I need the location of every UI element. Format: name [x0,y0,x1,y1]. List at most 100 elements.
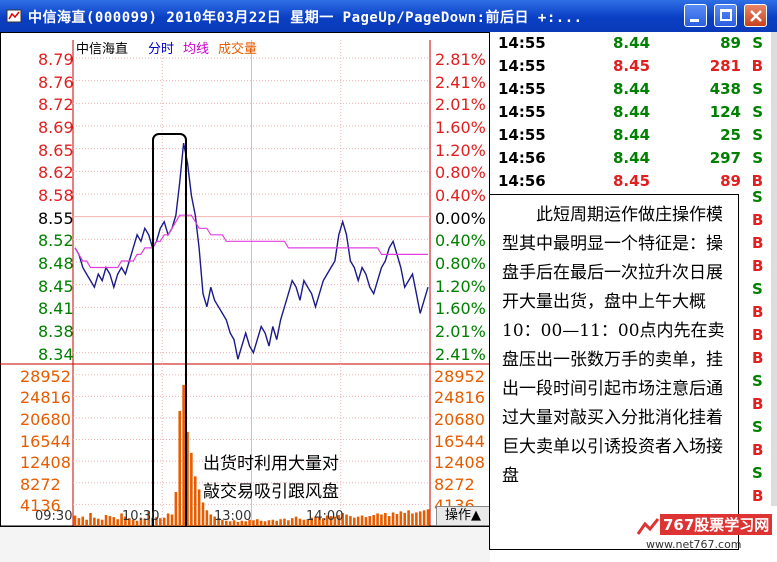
price-tick-label: 8.72 [38,95,74,115]
trade-detail-list: 14:55 8.44 89 S 14:55 8.45 281 B 14:55 8.44 438 S 14… [493,32,771,506]
trade-side-flag: B [752,303,764,321]
intraday-chart-panel: 中信海直 分时 均线 成交量 8.79 8.76 8.72 8.69 8.65 8.62 8… [0,32,490,562]
explanation-box: 此短周期运作做庄操作模型其中最明显一个特征是：操盘手后在最后一次拉升次日展开大量… [489,194,739,550]
percent-tick-label: 2.41% [435,344,486,364]
trade-side-flag: B [752,257,764,275]
trade-row: 14:56 8.45 89 B [493,172,771,194]
price-tick-label: 8.52 [38,231,74,251]
trade-volume: 297 [709,149,741,167]
close-button[interactable] [744,4,767,27]
trade-side-flag: S [752,188,763,206]
price-tick-label: 8.34 [38,344,74,364]
trade-time: 14:56 [498,172,546,190]
trade-time: 14:55 [498,126,546,144]
trade-side-flag: B [752,234,764,252]
trade-price: 8.44 [613,34,651,52]
percent-tick-label: 1.20% [435,276,486,296]
window-title: 中信海直(000099) 2010年03月22日 星期一 PageUp/Page… [28,10,583,26]
trade-volume: 89 [720,34,741,52]
percent-tick-label: 2.81% [435,50,486,69]
operate-button[interactable]: 操作▲ [436,506,490,526]
volume-tick-label-left: 20680 [20,409,71,429]
minimize-button[interactable] [684,4,707,27]
volume-tick-label-left: 28952 [20,366,71,386]
trade-row: 14:55 8.44 89 S [493,34,771,56]
trade-side-flag: S [752,372,763,390]
price-tick-label: 8.65 [38,140,74,160]
percent-tick-label: 1.60% [435,118,486,137]
trade-side: S [752,103,763,121]
legend-tab-average[interactable]: 均线 [183,42,210,57]
trade-side: S [752,149,763,167]
time-label-0930: 09:30 [35,509,73,524]
trade-side-flag: S [752,418,763,436]
trade-time: 14:56 [498,149,546,167]
trade-side-flag: B [752,487,764,505]
percent-tick-label: 1.60% [435,299,486,319]
trade-price: 8.44 [613,103,651,121]
volume-tick-label-left: 8272 [20,474,61,494]
spike-highlight-box [152,133,187,553]
trade-price: 8.45 [613,172,651,190]
volume-tick-label-left: 12408 [20,453,71,473]
percent-tick-label: 0.80% [435,254,486,273]
percent-tick-label: 0.00% [435,208,486,228]
trade-row: 14:55 8.44 438 S [493,80,771,102]
trade-list-scrollbar[interactable] [771,32,777,506]
percent-tick-label: 1.20% [435,140,486,160]
trade-side-flag: B [752,211,764,229]
price-tick-label: 8.58 [38,186,74,205]
price-tick-label: 8.38 [38,322,74,341]
trade-time: 14:55 [498,103,546,121]
volume-tick-label-right: 16544 [434,431,485,451]
time-label-1300: 13:00 [214,509,252,524]
trade-side: S [752,80,763,98]
minimize-icon [690,19,699,22]
trade-side: S [752,126,763,144]
volume-tick-label-right: 28952 [434,366,485,386]
time-label-1400: 14:00 [306,509,344,524]
close-icon [750,10,762,22]
price-tick-label: 8.55 [38,208,74,228]
price-tick-label: 8.62 [38,163,74,183]
percent-tick-label: 0.40% [435,186,486,205]
title-bar: 中信海直(000099) 2010年03月22日 星期一 PageUp/Page… [0,0,777,32]
trade-row: 14:55 8.44 25 S [493,126,771,148]
price-tick-label: 8.69 [38,118,74,137]
trade-time: 14:55 [498,57,546,75]
percent-tick-label: 2.01% [435,95,486,115]
trade-side: B [751,172,763,190]
maximize-button[interactable] [714,4,737,27]
price-tick-label: 8.45 [38,276,74,296]
time-axis-strip [0,527,490,562]
volume-tick-label-right: 8272 [434,474,475,494]
legend-tab-volume[interactable]: 成交量 [218,42,258,57]
volume-tick-label-left: 16544 [20,431,71,451]
legend-stock-name: 中信海直 [76,42,129,57]
trade-side-flag: B [752,326,764,344]
annotation-distribution-note: 出货时利用大量对 敲交易吸引跟风盘 [203,454,339,502]
percent-tick-label: 0.80% [435,163,486,183]
watermark-title: 767股票学习网 [660,514,773,535]
trade-side-flag: S [752,464,763,482]
trade-volume: 25 [720,126,741,144]
price-tick-label: 8.41 [38,299,74,319]
trade-volume: 281 [709,57,741,75]
intraday-chart[interactable] [0,32,490,562]
percent-tick-label: 2.01% [435,322,486,341]
trade-side-flag: B [752,441,764,459]
volume-tick-label-right: 12408 [434,453,485,473]
app-icon [6,9,22,23]
trade-row: 14:56 8.44 297 S [493,149,771,171]
trade-side-flag: S [752,280,763,298]
time-label-1030: 10:30 [122,509,160,524]
trade-row: 14:55 8.44 124 S [493,103,771,125]
legend-tab-minute[interactable]: 分时 [148,42,175,57]
percent-tick-label: 2.41% [435,72,486,92]
trade-price: 8.45 [613,57,651,75]
trade-price: 8.44 [613,126,651,144]
trade-row: 14:55 8.45 281 B [493,57,771,79]
volume-tick-label-right: 24816 [434,388,485,408]
trade-volume: 124 [709,103,741,121]
